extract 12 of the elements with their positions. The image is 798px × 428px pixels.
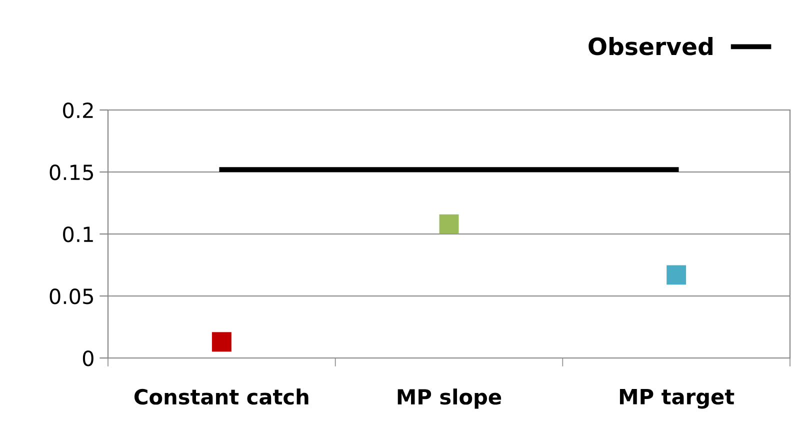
point	[666, 265, 686, 285]
legend-label: Observed	[588, 37, 712, 56]
y-tick-label: 0.05	[50, 288, 93, 304]
y-tick-label: 0	[82, 350, 94, 366]
y-tick-label: 0.2	[63, 102, 93, 118]
y-tick-label: 0.15	[50, 164, 93, 180]
x-tick-label: MP slope	[398, 388, 502, 409]
point	[439, 214, 459, 234]
y-tick-label: 0.1	[63, 226, 93, 242]
x-tick-label: Constant catch	[134, 388, 308, 405]
point	[212, 332, 232, 352]
x-tick-label: MP target	[620, 389, 734, 409]
